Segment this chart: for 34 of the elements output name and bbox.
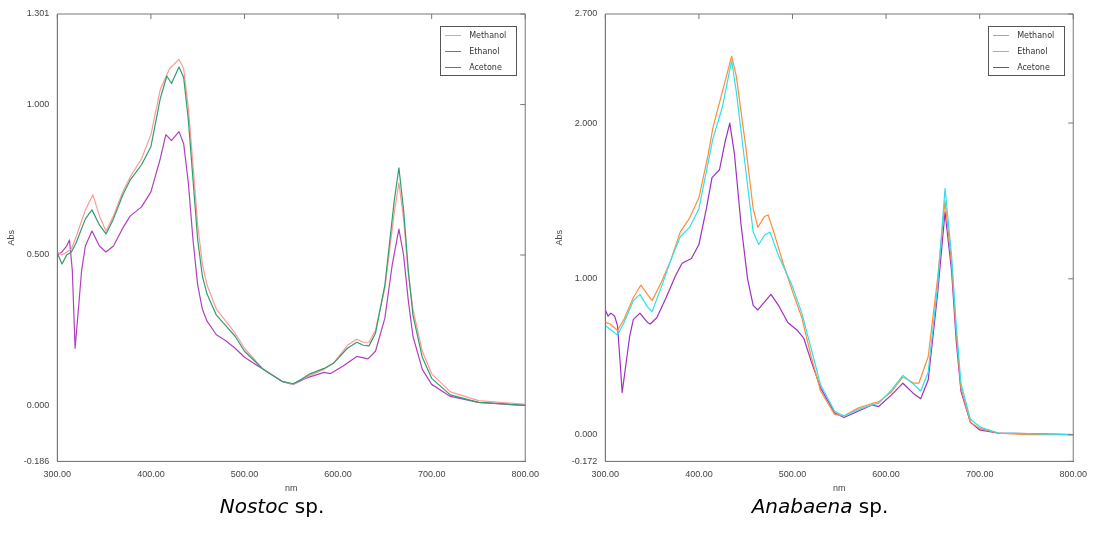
y-tick-label: 0.000 — [574, 429, 598, 440]
x-tick-label: 700.00 — [417, 469, 446, 480]
x-tick-label: 600.00 — [872, 469, 900, 480]
x-tick-label: 500.00 — [230, 469, 259, 480]
y-tick-label: 0.500 — [26, 249, 50, 260]
x-tick-label: 700.00 — [965, 469, 994, 480]
x-tick-label: 500.00 — [778, 469, 807, 480]
legend-label: Ethanol — [469, 46, 500, 56]
legend-label: Methanol — [1017, 30, 1055, 40]
x-axis-title: nm — [833, 483, 846, 494]
x-tick-label: 400.00 — [137, 469, 165, 480]
y-tick-label: 2.700 — [574, 8, 598, 19]
y-axis-title: Abs — [5, 229, 16, 246]
x-tick-label: 400.00 — [685, 469, 713, 480]
y-axis-title: Abs — [553, 229, 564, 246]
y-tick-label: 2.000 — [574, 117, 598, 128]
y-tick-label: 0.000 — [26, 399, 50, 410]
y-tick-label: 1.000 — [26, 99, 50, 110]
text: Anabaena sp. — [750, 494, 890, 518]
legend-label: Acetone — [1017, 62, 1050, 72]
y-tick-label: -0.186 — [23, 455, 50, 466]
y-tick-label: 1.301 — [26, 8, 50, 19]
x-tick-label: 300.00 — [43, 469, 72, 480]
y-tick-label: 1.000 — [574, 273, 598, 284]
x-tick-label: 800.00 — [1059, 469, 1087, 480]
x-tick-label: 800.00 — [511, 469, 539, 480]
legend-label: Acetone — [469, 62, 502, 72]
x-axis-title: nm — [285, 483, 298, 494]
legend-label: Ethanol — [1017, 46, 1048, 56]
text: Nostoc sp. — [218, 494, 326, 518]
legend-label: Methanol — [469, 30, 507, 40]
x-tick-label: 300.00 — [591, 469, 620, 480]
x-tick-label: 600.00 — [324, 469, 352, 480]
y-tick-label: -0.172 — [571, 455, 598, 466]
